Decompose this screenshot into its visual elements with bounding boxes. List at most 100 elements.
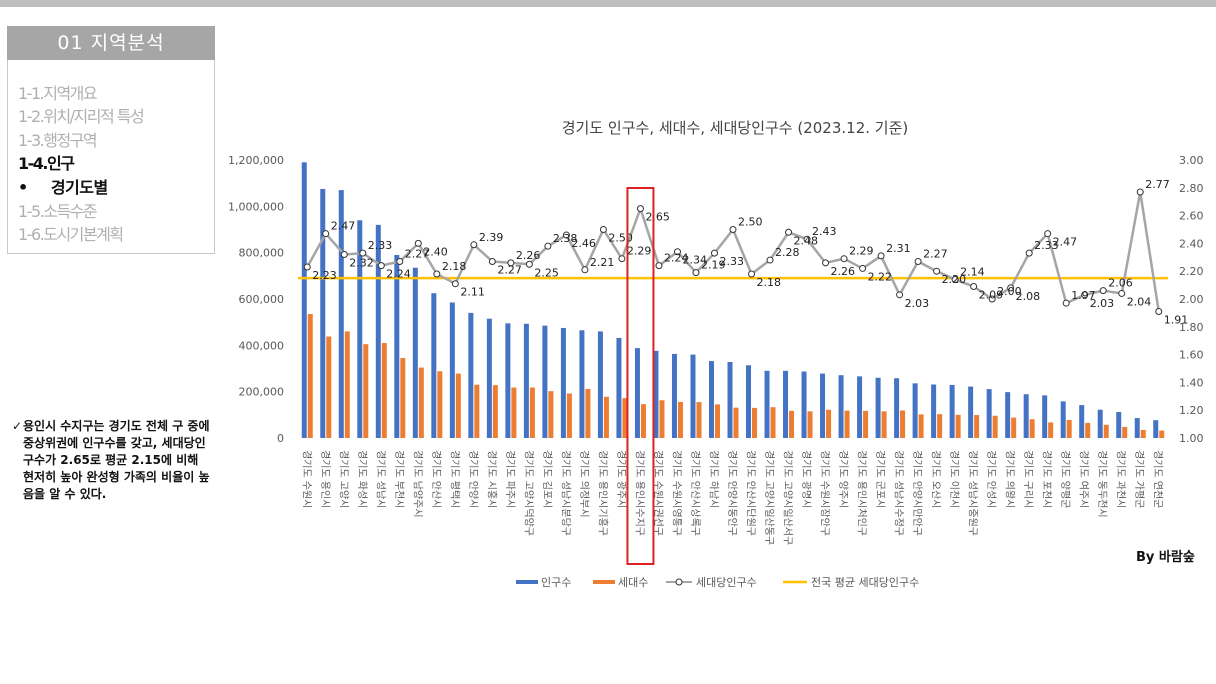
right-tick-label: 1.00: [1179, 432, 1204, 445]
check-icon: ✓: [12, 419, 23, 433]
population-bar: [301, 162, 307, 439]
chart-legend: 인구수 세대수 세대당인구수 전국 평균 세대당인구수: [516, 576, 919, 589]
households-bar: [807, 411, 813, 438]
population-bar: [449, 302, 455, 438]
category-label: 경기도 연천군: [1152, 450, 1165, 508]
population-bar: [375, 224, 381, 438]
per-household-data-label: 2.29: [627, 245, 652, 258]
households-bar: [511, 387, 517, 438]
category-label: 경기도 수원시영통구: [670, 450, 683, 536]
households-bar: [326, 336, 332, 438]
right-tick-label: 2.20: [1179, 265, 1204, 278]
category-label: 경기도 고양시일산동구: [763, 450, 776, 545]
nav-item-administrative[interactable]: 1-3.행정구역: [18, 131, 98, 150]
category-label: 경기도 화성시: [356, 450, 369, 508]
category-label: 경기도 성남시중원구: [967, 450, 980, 536]
per-household-data-label: 2.27: [497, 263, 522, 276]
per-household-point: [1044, 230, 1052, 238]
category-label: 경기도 광명시: [800, 450, 813, 508]
per-household-point: [822, 259, 830, 267]
nav-item-city-plan[interactable]: 1-6.도시기본계획: [18, 225, 124, 244]
per-household-point: [377, 262, 385, 270]
category-label: 경기도 수원시장안구: [819, 450, 832, 536]
right-tick-label: 1.80: [1179, 321, 1204, 334]
population-bar: [968, 386, 974, 438]
category-label: 경기도 고양시: [337, 450, 350, 508]
per-household-data-label: 2.03: [905, 297, 930, 310]
per-household-point: [803, 235, 811, 243]
category-label: 경기도 수원시: [300, 450, 313, 508]
nav-item-income[interactable]: 1-5.소득수준: [18, 202, 98, 221]
per-household-data-label: 1.91: [1164, 314, 1189, 327]
legend-swatch-households: [593, 580, 615, 584]
households-bar: [659, 400, 665, 438]
per-household-point: [359, 249, 367, 257]
per-household-data-label: 2.47: [1053, 236, 1078, 249]
per-household-data-label: 2.04: [1127, 295, 1152, 308]
nav-item-population[interactable]: 1-4.인구: [18, 154, 75, 173]
per-household-point: [710, 249, 718, 257]
population-bar: [320, 188, 326, 438]
right-tick-label: 2.40: [1179, 237, 1204, 250]
per-household-point: [988, 295, 996, 303]
category-label: 경기도 안산시: [430, 450, 443, 508]
per-household-point: [396, 257, 404, 265]
nav-item-location[interactable]: 1-2.위치/지리적 특성: [18, 107, 145, 126]
population-bar: [820, 373, 826, 438]
per-household-data-label: 2.09: [979, 288, 1004, 301]
per-household-data-label: 2.65: [645, 211, 670, 224]
nav-item-region-overview[interactable]: 1-1.지역개요: [18, 84, 98, 103]
per-household-point: [636, 205, 644, 213]
population-bar: [949, 384, 955, 438]
per-household-data-label: 2.03: [1090, 297, 1115, 310]
households-bar: [603, 396, 609, 438]
category-label: 경기도 용인시처인구: [856, 450, 869, 536]
population-bar: [560, 327, 566, 438]
right-tick-label: 1.40: [1179, 376, 1204, 389]
households-bar: [363, 344, 369, 438]
right-tick-label: 1.20: [1179, 404, 1204, 417]
population-bar: [1153, 420, 1159, 438]
per-household-point: [414, 239, 422, 247]
per-household-data-label: 2.08: [1016, 290, 1041, 303]
per-household-data-label: 2.32: [349, 257, 374, 270]
households-bar: [900, 410, 906, 438]
per-household-point: [581, 266, 589, 274]
per-household-data-label: 2.23: [312, 269, 337, 282]
households-bar: [1103, 424, 1109, 438]
per-household-point: [970, 282, 978, 290]
population-bar: [1023, 394, 1029, 438]
per-household-data-label: 2.29: [849, 245, 874, 258]
population-bar: [894, 378, 900, 438]
right-tick-label: 2.80: [1179, 182, 1204, 195]
category-label: 경기도 안성시: [985, 450, 998, 508]
category-label: 경기도 동두천시: [1096, 450, 1109, 518]
population-bar: [671, 353, 677, 438]
per-household-line: 2.232.472.322.332.242.272.402.182.112.39…: [303, 178, 1189, 327]
population-bar: [986, 389, 992, 438]
population-bar: [1005, 392, 1011, 438]
per-household-point: [525, 260, 533, 268]
nav-bullet: •: [18, 178, 28, 197]
nav-subitem-gyeonggi[interactable]: • 경기도별: [18, 174, 108, 198]
legend-marker-per-household: [675, 578, 683, 586]
population-bar: [764, 370, 770, 438]
per-household-data-label: 2.11: [460, 286, 485, 299]
population-bar: [931, 384, 937, 438]
category-label: 경기도 파주시: [504, 450, 517, 508]
population-bar: [412, 267, 418, 438]
category-label: 경기도 광주시: [615, 450, 628, 508]
per-household-point: [340, 251, 348, 259]
category-label: 경기도 하남시: [707, 450, 720, 508]
category-label: 경기도 성남시수정구: [893, 450, 906, 536]
households-bar: [1011, 417, 1017, 438]
households-bar: [992, 415, 998, 438]
population-bar: [708, 361, 714, 438]
per-household-data-label: 2.33: [719, 255, 744, 268]
households-bar: [1140, 429, 1146, 438]
households-bar: [863, 410, 869, 438]
left-tick-label: 200,000: [239, 386, 285, 399]
per-household-point: [1007, 284, 1015, 292]
households-bar: [307, 314, 313, 438]
